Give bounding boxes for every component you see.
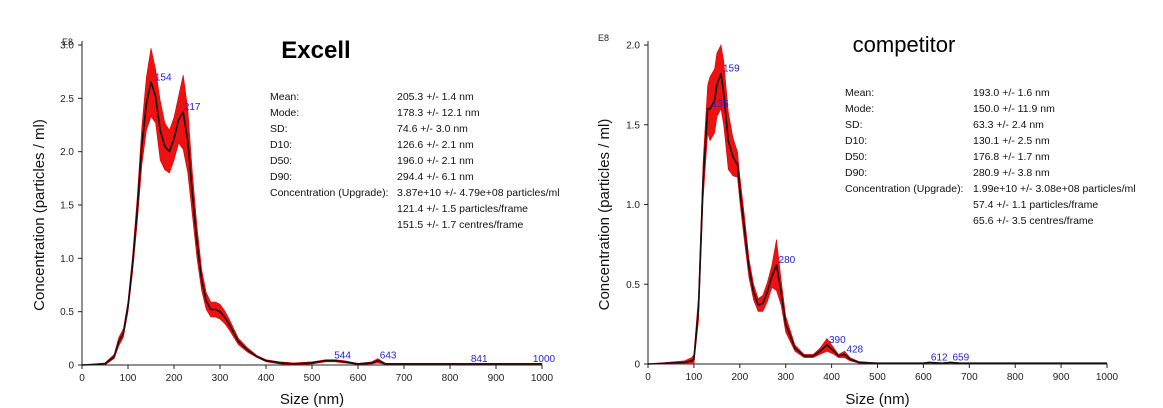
- x-tick-label: 1000: [531, 373, 554, 384]
- x-tick-label: 300: [777, 372, 794, 383]
- x-axis-label: Size (nm): [845, 391, 909, 408]
- y-tick-label: 1.0: [60, 254, 74, 265]
- mean-line: [647, 72, 1107, 365]
- x-tick-label: 900: [1053, 372, 1070, 383]
- y-tick-label: 0: [634, 360, 640, 371]
- stat-value: 176.8 +/- 1.7 nm: [973, 151, 1050, 163]
- y-tick-label: 1.0: [626, 200, 640, 211]
- x-tick-label: 900: [488, 373, 505, 384]
- stat-value: 65.6 +/- 3.5 centres/frame: [973, 215, 1094, 227]
- peak-label: 135: [712, 99, 729, 110]
- stat-label: SD:: [845, 119, 863, 131]
- chart-panel-2: 0 100 200 300 400 500 600 700 800 900 1000 0 0.5 1.0 1…: [596, 32, 1136, 408]
- x-tick-label: 0: [79, 373, 85, 384]
- peak-label: 544: [334, 351, 351, 362]
- peak-label: 154: [155, 72, 172, 83]
- peak-label: 612: [931, 352, 948, 363]
- stat-value: 3.87e+10 +/- 4.79e+08 particles/ml: [397, 187, 560, 199]
- y-tick-label: 0.5: [626, 280, 640, 291]
- x-tick-label: 300: [212, 373, 229, 384]
- stat-label: D50:: [270, 155, 292, 167]
- stat-value: 178.3 +/- 12.1 nm: [397, 107, 480, 119]
- axis-exponent-label: E8: [62, 37, 73, 47]
- stat-value: 126.6 +/- 2.1 nm: [397, 139, 474, 151]
- x-tick-label: 100: [686, 372, 703, 383]
- x-tick-label: 1000: [1096, 372, 1119, 383]
- x-tick-label: 600: [915, 372, 932, 383]
- stat-value: 130.1 +/- 2.5 nm: [973, 135, 1050, 147]
- chart-title: competitor: [853, 32, 956, 57]
- stat-label: Concentration (Upgrade):: [270, 187, 388, 199]
- stat-value: 1.99e+10 +/- 3.08e+08 particles/ml: [973, 183, 1136, 195]
- peak-label: 841: [471, 354, 488, 365]
- peak-label: 428: [846, 344, 863, 355]
- stat-label: D10:: [845, 135, 867, 147]
- peak-label: 159: [723, 64, 740, 75]
- x-tick-label: 200: [731, 372, 748, 383]
- y-axis-label: Concentration (particles / ml): [31, 119, 48, 311]
- y-tick-label: 1.5: [60, 201, 74, 212]
- x-tick-label: 700: [961, 372, 978, 383]
- y-axis-label: Concentration (particles / ml): [596, 119, 613, 311]
- stat-label: Mean:: [270, 91, 299, 103]
- peak-label: 390: [829, 335, 846, 346]
- y-tick-label: 2.0: [60, 147, 74, 158]
- stat-label: SD:: [270, 123, 288, 135]
- x-tick-label: 500: [869, 372, 886, 383]
- y-tick-label: 2.0: [626, 41, 640, 52]
- stat-value: 57.4 +/- 1.1 particles/frame: [973, 199, 1098, 211]
- peak-label: 280: [779, 255, 796, 266]
- stat-label: Mode:: [845, 103, 874, 115]
- peak-label: 217: [184, 102, 201, 113]
- peak-label: 1000: [533, 354, 556, 365]
- stat-label: D90:: [845, 167, 867, 179]
- stat-label: Mode:: [270, 107, 299, 119]
- x-tick-label: 600: [350, 373, 367, 384]
- y-tick-label: 1.5: [626, 120, 640, 131]
- stat-value: 121.4 +/- 1.5 particles/frame: [397, 203, 528, 215]
- stat-value: 193.0 +/- 1.6 nm: [973, 87, 1050, 99]
- y-tick-label: 0.5: [60, 307, 74, 318]
- stat-value: 151.5 +/- 1.7 centres/frame: [397, 219, 524, 231]
- stat-value: 205.3 +/- 1.4 nm: [397, 91, 474, 103]
- peak-label: 643: [380, 351, 397, 362]
- x-tick-label: 400: [823, 372, 840, 383]
- peak-label: 659: [952, 352, 969, 363]
- chart-title: Excell: [281, 37, 350, 64]
- x-tick-label: 500: [304, 373, 321, 384]
- x-tick-label: 200: [166, 373, 183, 384]
- stat-label: D50:: [845, 151, 867, 163]
- x-tick-label: 800: [442, 373, 459, 384]
- stat-value: 74.6 +/- 3.0 nm: [397, 123, 468, 135]
- x-tick-label: 0: [645, 372, 651, 383]
- x-tick-label: 100: [120, 373, 137, 384]
- x-tick-label: 800: [1007, 372, 1024, 383]
- axis-exponent-label: E8: [598, 33, 609, 43]
- chart-panel-1: 0 100 200 300 400 500 600 700 800 900 1000 0 0.5 1.0 1…: [31, 37, 560, 408]
- mean-line: [81, 81, 542, 366]
- stat-value: 294.4 +/- 6.1 nm: [397, 171, 474, 183]
- stat-value: 196.0 +/- 2.1 nm: [397, 155, 474, 167]
- x-tick-label: 400: [258, 373, 275, 384]
- x-tick-label: 700: [396, 373, 413, 384]
- stat-value: 150.0 +/- 11.9 nm: [973, 103, 1055, 115]
- y-tick-label: 0: [68, 361, 74, 372]
- stat-label: Concentration (Upgrade):: [845, 183, 963, 195]
- x-axis-label: Size (nm): [280, 391, 344, 408]
- stat-label: Mean:: [845, 87, 874, 99]
- stat-value: 280.9 +/- 3.8 nm: [973, 167, 1050, 179]
- stat-value: 63.3 +/- 2.4 nm: [973, 119, 1044, 131]
- y-tick-label: 2.5: [60, 94, 74, 105]
- stat-label: D10:: [270, 139, 292, 151]
- y-tick-label: 3.0: [60, 41, 74, 52]
- stat-label: D90:: [270, 171, 292, 183]
